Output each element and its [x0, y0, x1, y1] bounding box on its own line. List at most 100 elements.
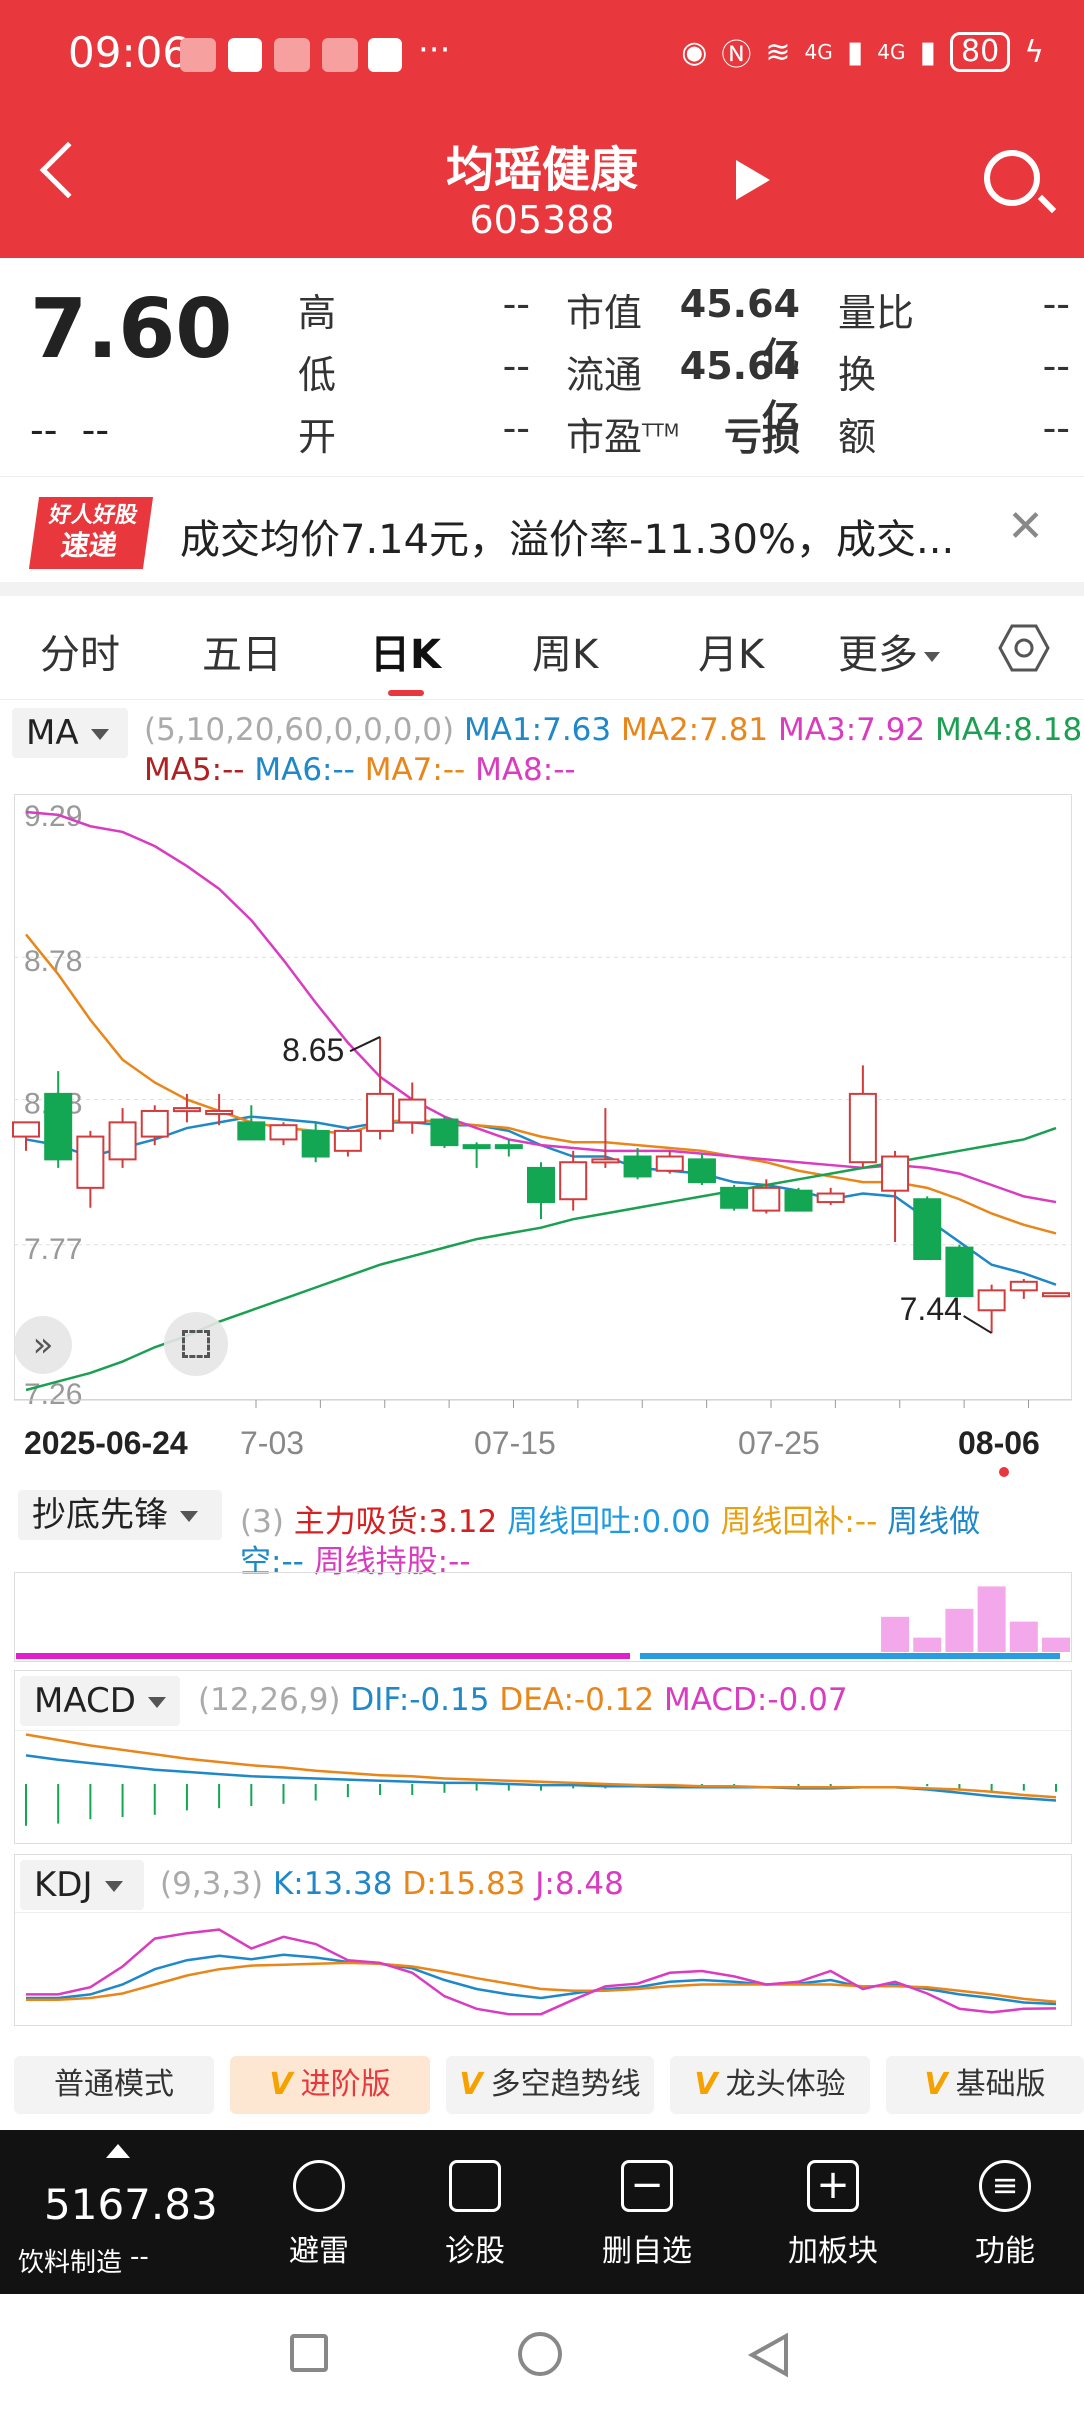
high-value: -- [502, 282, 530, 326]
high-marker-line [349, 1036, 381, 1053]
candle-body [301, 1129, 330, 1158]
app-notification-icon [180, 38, 216, 72]
close-icon[interactable]: ✕ [1007, 501, 1044, 552]
kdj-d: D:15.83 [402, 1866, 526, 1902]
ma-selector[interactable]: MA [12, 708, 128, 758]
home-icon[interactable] [518, 2332, 562, 2376]
signal1-label: 4G [804, 40, 833, 64]
search-icon[interactable] [984, 150, 1040, 206]
candle-body [527, 1166, 555, 1204]
charging-icon: ϟ [1024, 34, 1044, 70]
stock-code: 605388 [469, 198, 615, 242]
remove-watchlist-button[interactable]: − 删自选 [592, 2160, 702, 2270]
today-dot [999, 1467, 1009, 1477]
y-tick-label: 8.78 [24, 945, 82, 978]
tab-5day[interactable]: 五日 [202, 632, 282, 678]
ma1-value: MA1:7.63 [463, 712, 612, 748]
amt-label: 额 [838, 415, 877, 459]
bottom-toolbar: 5167.83 饮料制造 -- 避雷 诊股 − 删自选 + 加板块 ≡ 功能 [0, 2130, 1084, 2294]
candle-body [172, 1107, 201, 1113]
app-notification-icon [274, 38, 310, 72]
chevron-down-icon [924, 652, 940, 662]
chevron-down-icon [180, 1511, 198, 1522]
signal-icon: ▮ [919, 34, 937, 70]
diagnose-button[interactable]: 诊股 [420, 2160, 530, 2270]
recents-icon[interactable] [290, 2334, 328, 2372]
fullscreen-icon[interactable] [164, 1312, 228, 1376]
turn-value: -- [1042, 344, 1070, 388]
pe-value: 亏损 [723, 415, 800, 459]
cdxf-legend-row1: (3) 主力吸货:3.12 周线回吐:0.00 周线回补:-- 周线做 [240, 1496, 980, 1541]
x-tick-label: 2025-06-24 [24, 1425, 188, 1461]
add-sector-button[interactable]: + 加板块 [778, 2160, 888, 2270]
candle-body [784, 1189, 813, 1212]
kdj-legend: (9,3,3) K:13.38 D:15.83 J:8.48 [160, 1866, 624, 1902]
mode-advanced[interactable]: V 进阶版 [230, 2056, 430, 2114]
pe-sup: TTM [642, 420, 680, 442]
ma-legend-row2: MA5:-- MA6:-- MA7:-- MA8:-- [144, 752, 576, 788]
tab-more[interactable]: 更多 [838, 622, 940, 680]
candle-body [237, 1121, 266, 1141]
cdxf-selector[interactable]: 抄底先锋 [18, 1490, 222, 1540]
play-icon[interactable] [736, 160, 770, 200]
minus-icon: − [621, 2160, 673, 2212]
avoid-risk-label: 避雷 [289, 2234, 349, 2269]
cdxf-panel[interactable] [14, 1572, 1072, 1662]
news-text: 成交均价7.14元，溢价率-11.30%，成交... [180, 517, 955, 563]
mcap-value: 45.64亿 [679, 282, 800, 379]
x-tick-label: 7-03 [240, 1425, 304, 1461]
macd-params: (12,26,9) [198, 1682, 341, 1718]
kdj-selector[interactable]: KDJ [20, 1860, 144, 1910]
functions-button[interactable]: ≡ 功能 [950, 2160, 1060, 2270]
index-name: 饮料制造 [18, 2248, 123, 2278]
macd-selector[interactable]: MACD [20, 1676, 180, 1726]
macd-panel[interactable] [14, 1670, 1072, 1844]
tab-intraday[interactable]: 分时 [40, 632, 120, 678]
expand-left-icon[interactable]: » [14, 1316, 72, 1374]
news-banner[interactable]: 好人好股 速递 成交均价7.14元，溢价率-11.30%，成交... ✕ [0, 476, 1084, 582]
ma4-value: MA4:8.18 [935, 712, 1083, 748]
tab-monthly[interactable]: 月K [698, 632, 765, 678]
y-tick-label: 9.29 [24, 800, 82, 833]
kdj-panel[interactable] [14, 1854, 1072, 2026]
mode-normal[interactable]: 普通模式 [14, 2056, 214, 2114]
candle-body [1009, 1280, 1038, 1292]
mode-basic[interactable]: V 基础版 [886, 2056, 1084, 2114]
macd-dea: DEA:-0.12 [499, 1682, 655, 1718]
v-icon: V [694, 2067, 718, 2102]
more-notifications-icon: ··· [418, 30, 451, 70]
index-value[interactable]: 5167.83 [44, 2180, 218, 2229]
signal2-label: 4G [877, 40, 906, 64]
ma-selector-label: MA [26, 713, 79, 753]
mode-leader[interactable]: V 龙头体验 [670, 2056, 870, 2114]
mode-leader-label: 龙头体验 [725, 2067, 846, 2102]
macd-line [25, 1754, 1057, 1802]
bomb-icon [293, 2160, 345, 2212]
wifi-icon: ≋ [765, 34, 791, 70]
nfc-icon: Ⓝ [721, 38, 752, 73]
cdxf-param: (3) [240, 1504, 284, 1540]
back-nav-icon[interactable] [746, 2332, 790, 2378]
x-tick-label: 08-06 [958, 1425, 1040, 1461]
avoid-risk-button[interactable]: 避雷 [264, 2160, 374, 2270]
candle-body [44, 1092, 73, 1161]
status-time: 09:06 [68, 28, 190, 77]
tab-weekly[interactable]: 周K [532, 632, 599, 678]
kline-chart: 9.298.788.287.777.268.657.442025-06-247-… [12, 800, 1072, 1477]
candle-body [76, 1135, 105, 1189]
change-value: -- [30, 408, 58, 452]
remove-watchlist-label: 删自选 [602, 2234, 692, 2269]
settings-icon[interactable] [998, 622, 1050, 674]
ma3-value: MA3:7.92 [778, 712, 926, 748]
active-tab-underline [388, 690, 424, 696]
candle-body [752, 1186, 781, 1212]
high-annotation: 8.65 [282, 1032, 344, 1068]
mode-trend[interactable]: V 多空趋势线 [446, 2056, 654, 2114]
period-tabs: 分时 五日 日K 周K 月K 更多 [0, 596, 1084, 700]
cdxf-a: 主力吸货:3.12 [293, 1504, 498, 1540]
candle-body [12, 1121, 40, 1138]
cdxf-bar [913, 1637, 942, 1652]
up-arrow-icon [106, 2144, 130, 2158]
app-notification-icon [322, 38, 358, 72]
tab-daily[interactable]: 日K [370, 632, 441, 678]
